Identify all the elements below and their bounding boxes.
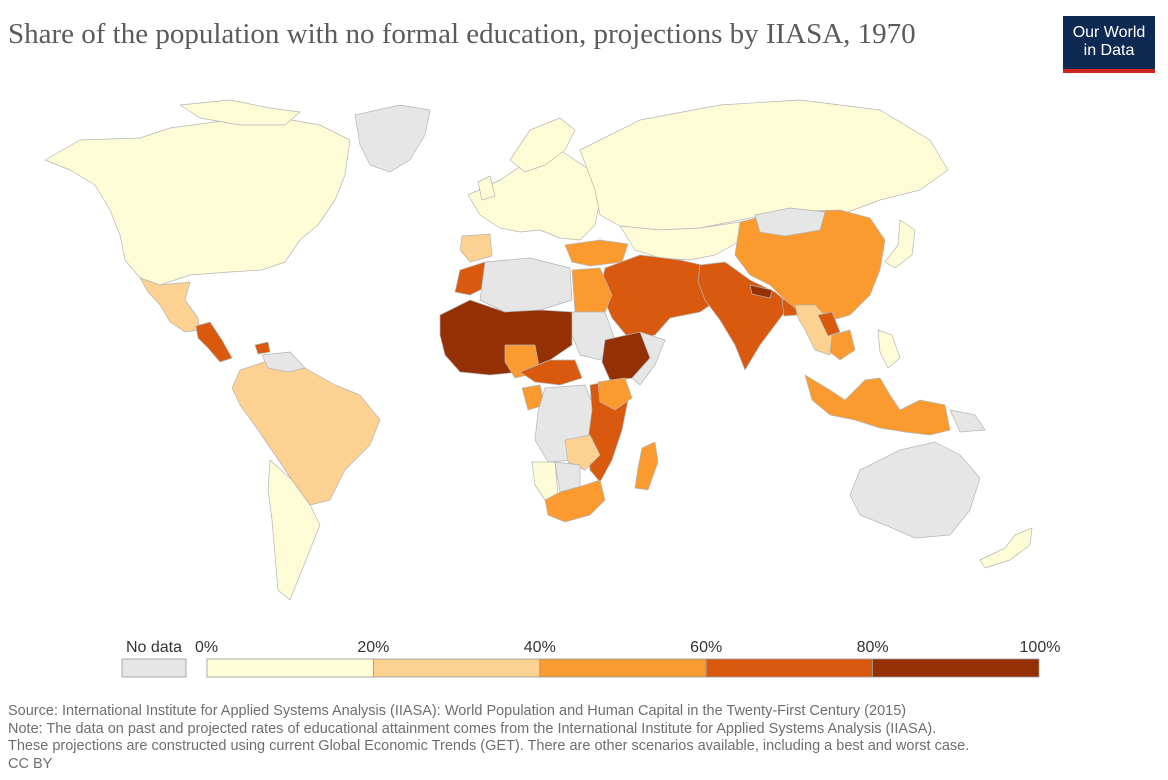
region-guianas[interactable] bbox=[261, 351, 306, 373]
region-southern-africa[interactable] bbox=[544, 479, 606, 523]
region-middle-east[interactable] bbox=[599, 254, 726, 341]
footer: Source: International Institute for Appl… bbox=[8, 703, 969, 773]
region-new-zealand[interactable] bbox=[979, 527, 1033, 569]
logo-line-1: Our World bbox=[1072, 24, 1146, 41]
region-uk[interactable] bbox=[477, 175, 496, 201]
region-algeria-libya[interactable] bbox=[479, 257, 573, 313]
logo-line-2: in Data bbox=[1083, 42, 1135, 59]
source-text: Source: International Institute for Appl… bbox=[8, 703, 907, 719]
logo-accent-bar bbox=[1063, 69, 1155, 73]
region-nepal[interactable] bbox=[749, 284, 773, 299]
region-south-america-south[interactable] bbox=[267, 459, 321, 601]
region-russia[interactable] bbox=[579, 99, 949, 231]
region-namibia[interactable] bbox=[531, 461, 559, 501]
region-south-america-north[interactable] bbox=[231, 359, 381, 506]
legend-no-data-label: No data bbox=[126, 639, 182, 656]
legend-tick-0: 0% bbox=[195, 639, 218, 656]
legend-tick-3: 60% bbox=[690, 639, 722, 656]
legend-tick-5: 100% bbox=[1020, 639, 1061, 656]
region-philippines[interactable] bbox=[877, 329, 901, 369]
region-maghreb[interactable] bbox=[454, 261, 491, 296]
legend-bin-0 bbox=[206, 658, 374, 678]
region-scandinavia[interactable] bbox=[509, 117, 576, 173]
region-turkey[interactable] bbox=[564, 239, 629, 267]
region-somalia[interactable] bbox=[631, 331, 666, 386]
region-north-america[interactable] bbox=[44, 117, 351, 286]
region-cambodia-vietnam[interactable] bbox=[829, 329, 856, 361]
chart-title: Share of the population with no formal e… bbox=[8, 18, 916, 50]
region-zambia-zimbabwe[interactable] bbox=[564, 434, 601, 471]
note-text-2: These projections are constructed using … bbox=[8, 738, 970, 754]
region-china[interactable] bbox=[734, 209, 886, 323]
region-central-asia[interactable] bbox=[619, 221, 743, 261]
legend-no-data-swatch bbox=[121, 658, 187, 678]
region-mexico[interactable] bbox=[139, 277, 201, 333]
region-central-america[interactable] bbox=[195, 321, 233, 363]
region-png[interactable] bbox=[949, 409, 986, 433]
legend-bin-4 bbox=[872, 658, 1040, 678]
region-egypt[interactable] bbox=[571, 267, 613, 313]
legend-bin-3 bbox=[705, 658, 874, 678]
region-greenland[interactable] bbox=[354, 104, 431, 173]
region-kenya-tanzania[interactable] bbox=[597, 377, 633, 411]
region-iberia[interactable] bbox=[459, 233, 493, 263]
region-indonesia[interactable] bbox=[804, 374, 951, 436]
region-central-africa[interactable] bbox=[519, 359, 583, 386]
region-haiti[interactable] bbox=[254, 341, 271, 355]
region-madagascar[interactable] bbox=[634, 441, 659, 491]
region-australia[interactable] bbox=[849, 441, 981, 539]
legend-tick-2: 40% bbox=[524, 639, 556, 656]
license-text: CC BY bbox=[8, 755, 53, 772]
region-laos[interactable] bbox=[817, 311, 841, 337]
legend-tick-1: 20% bbox=[357, 639, 389, 656]
legend-tick-4: 80% bbox=[857, 639, 889, 656]
note-text-1: Note: The data on past and projected rat… bbox=[8, 720, 937, 737]
region-mongolia[interactable] bbox=[754, 207, 826, 237]
owid-logo[interactable]: Our World in Data bbox=[1063, 16, 1155, 73]
legend: No data 0% 20% 40% 60% 80% 100% bbox=[121, 639, 1061, 678]
world-map[interactable] bbox=[0, 80, 1168, 610]
legend-bin-2 bbox=[539, 658, 707, 678]
legend-bin-1 bbox=[372, 658, 541, 678]
region-japan[interactable] bbox=[884, 219, 916, 269]
region-canada-islands[interactable] bbox=[179, 99, 301, 126]
